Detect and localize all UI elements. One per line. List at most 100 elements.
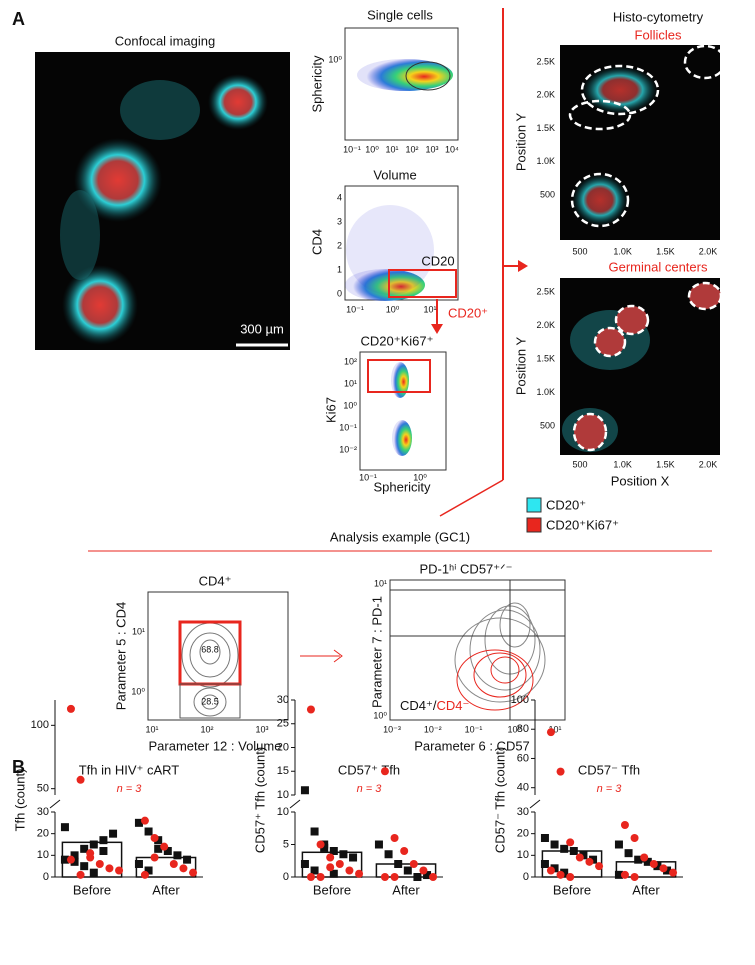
y-tick-label: 1	[337, 264, 342, 274]
y-tick-label: 10⁰	[328, 54, 342, 64]
legend-label: CD20⁺Ki67⁺	[546, 517, 619, 532]
data-point	[306, 873, 315, 881]
x-tick-label: 10¹	[423, 304, 436, 314]
x-tick-label: 2.0K	[699, 246, 718, 256]
y-tick-label: 0	[523, 871, 529, 883]
gate	[593, 326, 627, 358]
data-point	[585, 857, 594, 866]
axis-label: Tfh (count)	[12, 769, 27, 832]
data-point	[66, 855, 75, 864]
data-point	[556, 870, 565, 879]
data-point	[144, 866, 153, 875]
data-point	[160, 842, 169, 851]
data-point	[320, 843, 329, 852]
data-point	[640, 853, 649, 862]
y-tick-label: 2.0K	[536, 90, 555, 100]
axis-label: Parameter 7 : PD-1	[369, 596, 384, 708]
x-tick-label: 10⁻¹	[359, 472, 377, 482]
data-point	[550, 840, 559, 849]
data-point	[659, 864, 668, 873]
x-tick-label: 10⁻¹	[343, 144, 361, 154]
data-point	[349, 853, 358, 862]
tissue	[62, 265, 138, 345]
axis-break	[49, 799, 61, 809]
y-tick-label: 1.0K	[536, 387, 555, 397]
plot-subtitle: Germinal centers	[609, 259, 708, 274]
chart-title: Tfh in HIV⁺ cART	[79, 762, 180, 777]
axis-label: CD57⁻ Tfh (count)	[492, 747, 507, 853]
x-tick-label: 500	[572, 459, 587, 469]
data-point	[595, 862, 604, 871]
data-point	[566, 838, 575, 847]
y-tick-label: 25	[277, 718, 289, 730]
x-tick-label: 10⁻¹	[346, 304, 364, 314]
data-point	[630, 834, 639, 842]
x-tick-label: Before	[313, 882, 351, 897]
data-point	[540, 860, 549, 868]
x-tick-label: 10¹	[548, 724, 561, 734]
data-point	[550, 864, 559, 873]
plot-label-part: CD4⁺/	[400, 698, 437, 713]
axis-label: Parameter 6 : CD57	[414, 738, 530, 753]
data-point	[115, 866, 124, 875]
x-tick-label: 10²	[200, 724, 213, 734]
data-point	[89, 840, 98, 849]
x-tick-label: 10⁴	[445, 144, 459, 154]
arrow-head	[518, 260, 528, 272]
plot-title: CD4⁺	[199, 573, 232, 588]
plot-title: Histo-cytometry	[613, 9, 704, 24]
x-tick-label: Before	[553, 882, 591, 897]
plot-title: PD-1ʰⁱ CD57⁺ᐟ⁻	[420, 561, 513, 576]
x-tick-label: 10³	[255, 724, 268, 734]
y-tick-label: 2.5K	[536, 286, 555, 296]
axis-break	[529, 799, 541, 809]
y-tick-label: 2.0K	[536, 320, 555, 330]
data-point	[95, 860, 104, 868]
density	[345, 269, 425, 301]
y-tick-label: 10	[277, 806, 289, 818]
y-tick-label: 100	[31, 719, 49, 731]
y-tick-label: 60	[517, 752, 529, 764]
gate	[367, 359, 431, 393]
data-point	[310, 866, 319, 875]
arrow-label: CD20⁺	[448, 305, 488, 320]
gate-value: 68.8	[201, 644, 219, 654]
y-tick-label: 40	[517, 782, 529, 794]
data-point	[429, 873, 438, 881]
y-tick-label: 0	[283, 871, 289, 883]
plot-title: Volume	[373, 167, 416, 182]
data-point	[546, 728, 555, 737]
annotation: n = 3	[117, 783, 143, 795]
gate	[405, 61, 451, 91]
data-point	[163, 847, 172, 855]
plot-label: CD4⁺/CD4⁻	[400, 698, 469, 713]
y-tick-label: 15	[277, 765, 289, 777]
data-point	[620, 821, 629, 829]
data-point	[390, 834, 399, 842]
data-point	[140, 870, 149, 879]
tissue	[208, 74, 268, 130]
x-tick-label: 10³	[425, 144, 438, 154]
data-point	[556, 767, 565, 776]
flow-plot	[147, 591, 289, 721]
data-point	[329, 847, 338, 855]
data-point	[80, 844, 89, 853]
gate-value: 28.5	[201, 696, 219, 706]
y-tick-label: 4	[337, 192, 342, 202]
y-tick-label: 5	[283, 838, 289, 850]
x-tick-label: After	[152, 882, 180, 897]
data-point	[620, 870, 629, 879]
data-point	[144, 827, 153, 836]
chart-title: CD57⁺ Tfh	[338, 762, 400, 777]
gate	[687, 281, 723, 311]
density	[357, 59, 453, 91]
axis-label: Position X	[611, 473, 670, 488]
panel-label: A	[12, 9, 25, 29]
data-point	[179, 864, 188, 873]
x-tick-label: 1.5K	[656, 246, 675, 256]
y-tick-label: 10¹	[374, 578, 387, 588]
data-point	[329, 869, 338, 878]
data-point	[109, 829, 118, 838]
tissue	[60, 190, 100, 280]
tissue	[582, 66, 658, 114]
